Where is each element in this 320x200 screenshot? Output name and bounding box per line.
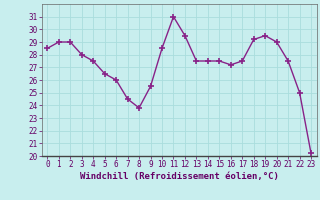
X-axis label: Windchill (Refroidissement éolien,°C): Windchill (Refroidissement éolien,°C) [80, 172, 279, 181]
